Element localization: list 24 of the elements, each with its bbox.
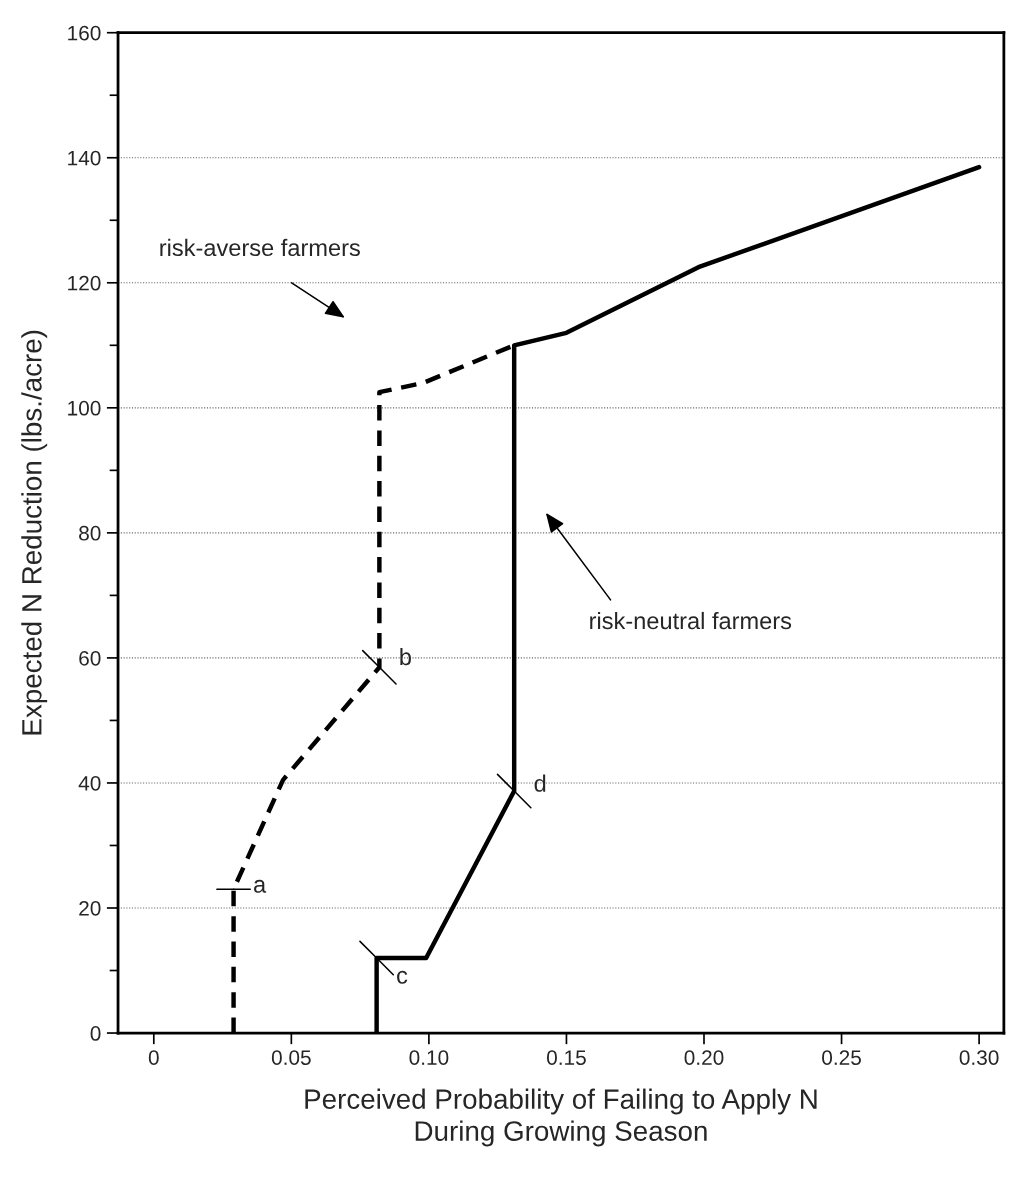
y-tick-label: 100 xyxy=(68,400,101,416)
annotation: b xyxy=(400,647,411,666)
annotation: a xyxy=(254,879,267,893)
y-tick-label: 120 xyxy=(68,275,101,291)
x-tick-label: 0.05 xyxy=(271,1050,311,1065)
x-tick-label: 0 xyxy=(148,1050,159,1065)
x-tick-label: 0.10 xyxy=(409,1050,449,1065)
y-tick-label: 60 xyxy=(79,650,101,666)
x-tick-label: 0.25 xyxy=(822,1050,861,1065)
annotation: d xyxy=(534,774,546,792)
y-tick-label: 80 xyxy=(79,525,101,541)
annotation: risk-neutral farmers xyxy=(590,611,792,630)
x-tick-label: 0.20 xyxy=(684,1050,724,1065)
x-axis-title: Perceived Probability of Failing to Apply N During Growing Season xyxy=(305,1088,817,1147)
x-tick-label: 0.15 xyxy=(546,1050,586,1065)
annotation: risk-averse farmers xyxy=(160,238,360,257)
x-tick-label: 0.30 xyxy=(959,1050,999,1065)
y-tick-label: 160 xyxy=(68,25,101,41)
annotation: c xyxy=(397,970,408,984)
y-tick-label: 40 xyxy=(78,775,101,791)
y-tick-label: 0 xyxy=(90,1026,101,1041)
y-tick-label: 140 xyxy=(68,150,101,166)
y-axis-title: Expected N Reduction (lbs./acre) xyxy=(21,330,48,735)
y-tick-label: 20 xyxy=(79,901,101,916)
